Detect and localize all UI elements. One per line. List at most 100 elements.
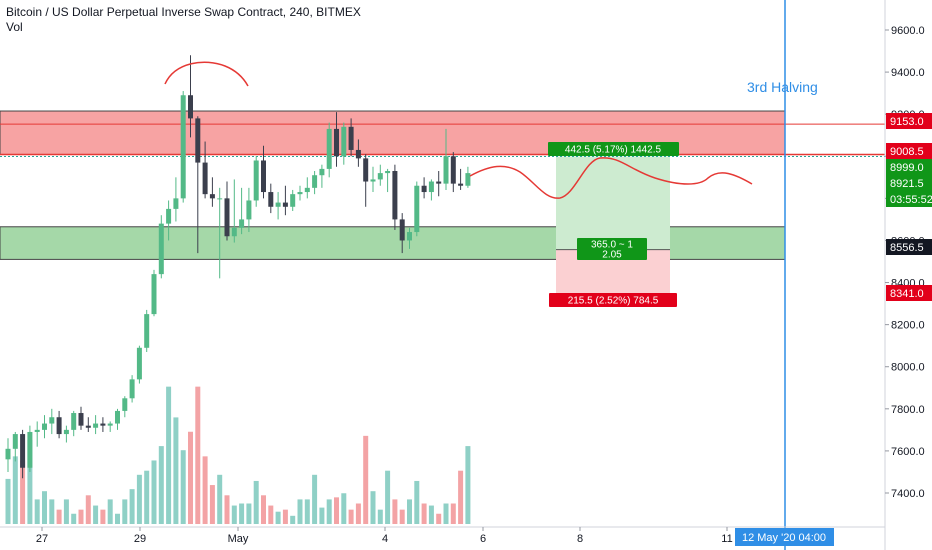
chart-title: Bitcoin / US Dollar Perpetual Inverse Sw… [6,5,361,19]
candle [56,410,62,439]
halving-annotation[interactable]: 3rd Halving [747,79,818,95]
svg-text:03:55:52: 03:55:52 [890,194,932,206]
svg-text:29: 29 [134,533,146,545]
volume-bar [326,499,332,524]
volume-bar [5,478,11,524]
time-axis[interactable]: 27 29 May 4 6 8 11 12 May '20 04:00 [0,526,885,546]
volume-bar [348,509,354,524]
time-cursor-label: 12 May '20 04:00 [735,528,834,546]
candle [217,187,223,279]
time-tick: 11 [721,527,733,545]
svg-text:12 May '20 04:00: 12 May '20 04:00 [742,532,826,544]
volume-bar [261,495,266,524]
volume-bar [129,489,135,524]
volume-bar [385,470,391,524]
svg-text:365.0 ~ 1: 365.0 ~ 1 [591,240,633,251]
candle [268,183,274,214]
candle [78,406,84,430]
svg-text:4: 4 [382,533,388,545]
svg-text:8000.0: 8000.0 [891,362,925,374]
candle [209,177,215,207]
projection-curve[interactable] [469,157,753,199]
top-arc[interactable] [164,61,249,87]
candle [355,139,361,167]
volume-bar [253,480,259,524]
candle [304,177,310,199]
candle [5,438,11,472]
candle [27,425,33,472]
volume-bar [180,450,186,524]
price-tick: 9600.0 [885,25,925,37]
price-badge-green: 8999.0 [886,159,932,175]
candle [282,185,288,216]
volume-bar [78,509,84,524]
price-axis[interactable]: 9600.09400.09200.09000.08800.08600.08400… [884,0,932,550]
volume-indicator-label[interactable]: Vol [6,20,23,34]
candle [224,181,230,241]
time-tick: 29 [134,527,146,545]
volume-bar [209,485,215,524]
volume-bar [71,513,77,524]
price-badge-red: 9153.0 [886,113,932,129]
candle [312,171,318,195]
candle [12,431,18,462]
volume-bar [188,431,193,524]
volume-bar [231,505,237,524]
volume-bar [34,499,40,524]
candle [158,215,164,279]
candle [348,118,354,157]
volume-bar [319,507,325,524]
candle [341,122,347,165]
candle [450,152,456,193]
volume-bar [334,497,339,524]
candle [129,375,135,403]
volume-bar [27,439,33,524]
volume-bar [107,499,113,524]
candle [136,345,142,384]
price-badge-dark: 8556.5 [886,239,932,255]
volume-bar [63,499,69,524]
svg-text:May: May [228,533,249,545]
candle [458,168,464,190]
svg-text:9153.0: 9153.0 [890,116,924,128]
candle [363,154,369,207]
candle [253,156,259,207]
candle [334,112,339,167]
volume-bar [436,513,442,524]
candle [20,429,26,479]
candle [34,421,40,447]
svg-text:6: 6 [480,533,486,545]
volume-bar [12,456,18,524]
volume-bar [224,495,230,524]
candle [115,408,120,430]
volume-bar [465,446,471,524]
volume-bar [93,505,99,524]
price-badge-red: 8341.0 [886,285,932,301]
volume-bar [297,499,303,524]
volume-bar [428,505,434,524]
candle [85,417,91,432]
ratio-label[interactable]: 365.0 ~ 1 2.05 [577,238,647,261]
svg-text:27: 27 [36,533,48,545]
price-tick: 7600.0 [885,446,925,458]
volume-bar [282,509,288,524]
time-tick: 4 [382,527,388,545]
svg-text:8556.5: 8556.5 [890,242,924,254]
target-label[interactable]: 442.5 (5.17%) 1442.5 [548,142,679,156]
position-target-zone[interactable] [556,156,670,250]
volume-bar [392,499,398,524]
candle [436,171,442,197]
svg-text:8999.0: 8999.0 [890,162,924,174]
volume-bar [122,499,128,524]
candle [407,227,412,249]
volume-bar [195,386,201,524]
candle [42,415,47,439]
price-badge-green: 8921.5 [886,175,932,191]
stop-label[interactable]: 215.5 (2.52%) 784.5 [549,293,677,307]
volume-bar [100,509,106,524]
price-badge-green: 03:55:52 [886,191,932,207]
candle [465,166,471,188]
candle [370,166,376,193]
svg-text:215.5 (2.52%) 784.5: 215.5 (2.52%) 784.5 [568,296,659,307]
